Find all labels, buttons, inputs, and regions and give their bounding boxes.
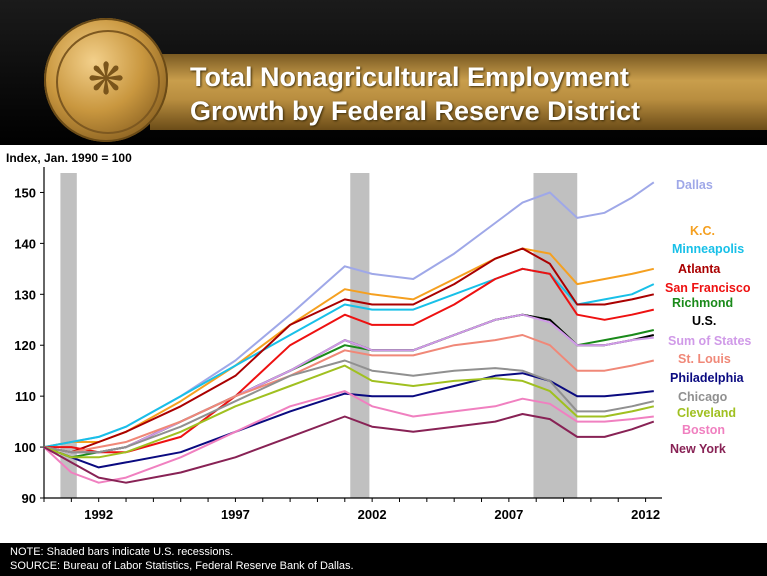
- series-label: K.C.: [690, 224, 715, 238]
- recession-bar: [350, 173, 370, 498]
- series-line-boston: [43, 390, 654, 484]
- series-line-cleveland: [43, 364, 655, 459]
- header: ❋ Total Nonagricultural Employment Growt…: [0, 0, 767, 145]
- series-label: San Francisco: [665, 281, 751, 295]
- recession-bar: [533, 173, 578, 498]
- series-line-st-louis: [43, 334, 655, 454]
- y-tick-label: 120: [14, 338, 36, 353]
- series-lines: [43, 181, 655, 484]
- series-label: Philadelphia: [670, 371, 745, 385]
- series-label: U.S.: [692, 314, 716, 328]
- x-tick-label: 1997: [221, 507, 250, 522]
- title-band: [150, 54, 767, 130]
- series-line-new-york: [43, 413, 655, 484]
- series-line-chicago: [43, 359, 655, 454]
- series-label: Boston: [682, 423, 725, 437]
- series-label: Atlanta: [678, 262, 721, 276]
- series-line-philadelphia: [43, 372, 654, 469]
- y-tick-label: 130: [14, 287, 36, 302]
- series-label: New York: [670, 442, 726, 456]
- recession-bars: [60, 173, 578, 498]
- y-tick-label: 90: [22, 491, 36, 506]
- series-label: Dallas: [676, 178, 713, 192]
- axes: 90 100 110 120 130 140 150 1992 1997 2002 2007 2012: [14, 167, 662, 522]
- footer-source: SOURCE: Bureau of Labor Statistics, Fede…: [10, 560, 354, 572]
- x-tick-label: 1992: [84, 507, 113, 522]
- x-tick-label: 2007: [494, 507, 523, 522]
- page-title: Total Nonagricultural Employment Growth …: [190, 62, 641, 126]
- x-tick-label: 2012: [631, 507, 660, 522]
- eagle-emblem-icon: ❋: [87, 55, 125, 104]
- series-label: St. Louis: [678, 352, 731, 366]
- y-tick-label: 100: [14, 440, 36, 455]
- series-line-atlanta: [43, 247, 655, 454]
- y-axis-label: Index, Jan. 1990 = 100: [6, 151, 132, 165]
- series-label: Minneapolis: [672, 242, 744, 256]
- series-label: Richmond: [672, 296, 733, 310]
- footer-note: NOTE: Shaded bars indicate U.S. recessio…: [10, 546, 234, 558]
- series-label: Sum of States: [668, 334, 751, 348]
- y-tick-label: 150: [14, 185, 36, 200]
- y-tick-label: 110: [15, 389, 36, 404]
- series-labels: Dallas K.C. Minneapolis Atlanta San Francisc…: [665, 178, 751, 456]
- x-tick-label: 2002: [358, 507, 387, 522]
- series-label: Cleveland: [677, 406, 736, 420]
- y-tick-label: 140: [14, 236, 36, 251]
- chart: Index, Jan. 1990 = 100 90 100 110 120 130 140…: [6, 151, 751, 522]
- footer: NOTE: Shaded bars indicate U.S. recessio…: [0, 543, 767, 576]
- recession-bar: [60, 173, 77, 498]
- federal-reserve-seal-icon: ❋: [44, 18, 168, 142]
- series-label: Chicago: [678, 390, 728, 404]
